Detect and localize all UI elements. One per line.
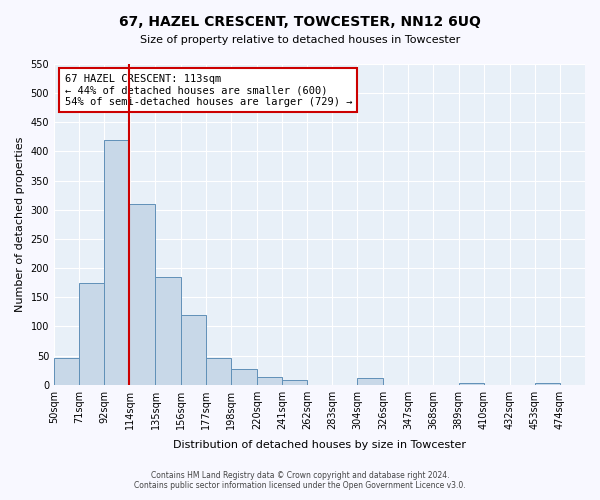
- Bar: [282, 380, 307, 384]
- Bar: [206, 358, 230, 384]
- Text: Size of property relative to detached houses in Towcester: Size of property relative to detached ho…: [140, 35, 460, 45]
- Text: 67 HAZEL CRESCENT: 113sqm
← 44% of detached houses are smaller (600)
54% of semi: 67 HAZEL CRESCENT: 113sqm ← 44% of detac…: [65, 74, 352, 107]
- Bar: [257, 377, 282, 384]
- Text: Contains HM Land Registry data © Crown copyright and database right 2024.
Contai: Contains HM Land Registry data © Crown c…: [134, 470, 466, 490]
- X-axis label: Distribution of detached houses by size in Towcester: Distribution of detached houses by size …: [173, 440, 466, 450]
- Bar: [104, 140, 129, 384]
- Bar: [129, 204, 155, 384]
- Bar: [357, 378, 383, 384]
- Bar: [79, 282, 104, 384]
- Y-axis label: Number of detached properties: Number of detached properties: [15, 136, 25, 312]
- Bar: [155, 278, 181, 384]
- Bar: [181, 314, 206, 384]
- Bar: [230, 369, 257, 384]
- Bar: [54, 358, 79, 384]
- Bar: [458, 383, 484, 384]
- Text: 67, HAZEL CRESCENT, TOWCESTER, NN12 6UQ: 67, HAZEL CRESCENT, TOWCESTER, NN12 6UQ: [119, 15, 481, 29]
- Bar: [535, 383, 560, 384]
